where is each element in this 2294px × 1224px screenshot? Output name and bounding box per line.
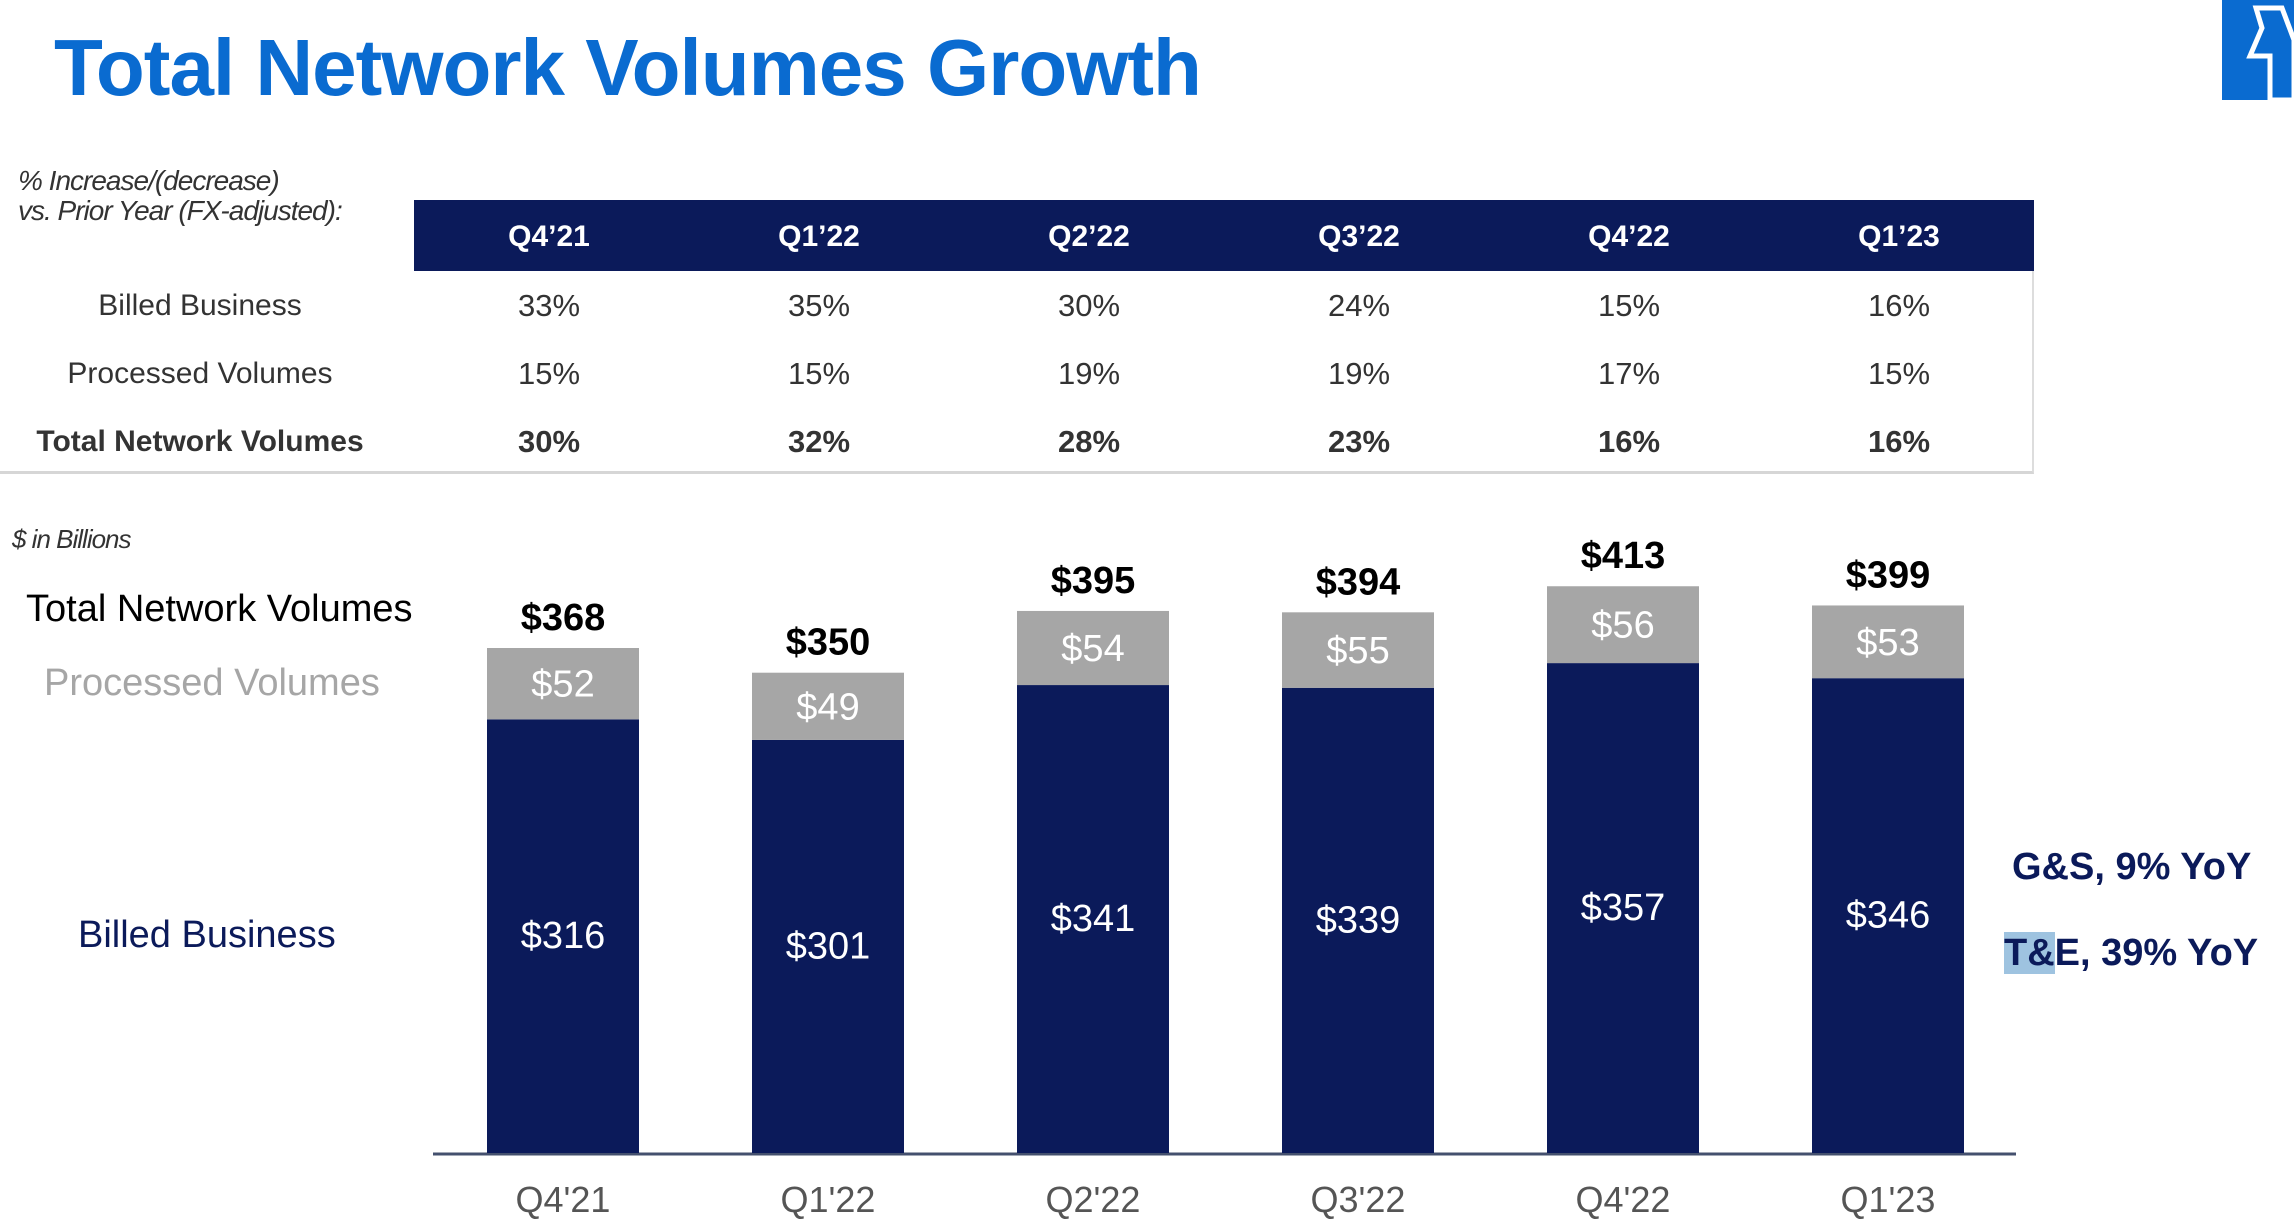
bar-processed-volumes: [752, 672, 904, 740]
x-tick-label: Q2'22: [1046, 1179, 1141, 1220]
table-cell: 33%: [517, 288, 581, 323]
table-border: [0, 271, 2034, 474]
processed-value-label: $54: [1061, 628, 1124, 670]
table-cell: 16%: [1867, 424, 1931, 459]
bar-processed-volumes: [1282, 612, 1434, 688]
bar-billed-business: [1812, 678, 1964, 1153]
bar-processed-volumes: [487, 648, 639, 720]
bar-billed-business: [1547, 663, 1699, 1153]
total-value-label: $368: [521, 597, 606, 639]
processed-value-label: $49: [796, 686, 859, 728]
annotation-te: T&E, 39% YoY: [2004, 932, 2258, 975]
table-cell: 19%: [1057, 356, 1121, 391]
bar-billed-business: [1282, 687, 1434, 1153]
column-header: Q1’22: [778, 220, 860, 253]
legend-billed: Billed Business: [78, 914, 336, 956]
billed-value-label: $301: [786, 925, 871, 967]
row-label: Processed Volumes: [67, 357, 333, 390]
table-row: Total Network Volumes 30% 32% 28% 23% 16…: [0, 408, 2034, 476]
legend-total: Total Network Volumes: [26, 588, 413, 630]
x-tick-label: Q4'21: [516, 1179, 611, 1220]
total-value-label: $413: [1581, 535, 1666, 577]
table-note-line2: vs. Prior Year (FX-adjusted):: [18, 195, 343, 226]
bar-billed-business: [487, 719, 639, 1153]
bar-billed-business: [1017, 685, 1169, 1153]
bar-processed-volumes: [1812, 605, 1964, 679]
processed-value-label: $52: [531, 664, 594, 706]
table-cell: 15%: [1867, 356, 1931, 391]
table-cell: 32%: [787, 424, 851, 459]
page-title: Total Network Volumes Growth: [54, 23, 1202, 112]
processed-value-label: $55: [1326, 630, 1389, 672]
table-cell: 16%: [1597, 424, 1661, 459]
highlighted-text: T&: [2004, 932, 2055, 974]
table-cell: 15%: [1597, 288, 1661, 323]
row-label: Billed Business: [98, 289, 302, 322]
table-cell: 15%: [517, 356, 581, 391]
x-tick-label: Q1'22: [781, 1179, 876, 1220]
table-cell: 19%: [1327, 356, 1391, 391]
table-note-line1: % Increase/(decrease): [18, 165, 280, 196]
billed-value-label: $316: [521, 915, 606, 957]
table-cell: 23%: [1327, 424, 1391, 459]
table-row: Billed Business 33% 35% 30% 24% 15% 16%: [0, 272, 2034, 340]
billed-value-label: $339: [1316, 899, 1401, 941]
processed-value-label: $53: [1856, 622, 1919, 664]
table-cell: 30%: [517, 424, 581, 459]
x-tick-label: Q1'23: [1841, 1179, 1936, 1220]
bar-billed-business: [752, 739, 904, 1153]
processed-value-label: $56: [1591, 605, 1654, 647]
column-header: Q4’21: [508, 220, 590, 253]
x-tick-label: Q3'22: [1311, 1179, 1406, 1220]
table-cell: 35%: [787, 288, 851, 323]
brand-logo: [2222, 0, 2294, 103]
column-header: Q4’22: [1588, 220, 1670, 253]
annotation-te-text: E, 39% YoY: [2054, 932, 2259, 974]
billed-value-label: $341: [1051, 898, 1136, 940]
column-header: Q2’22: [1048, 220, 1130, 253]
table-row: Processed Volumes 15% 15% 19% 19% 17% 15…: [0, 340, 2034, 408]
bar-processed-volumes: [1017, 610, 1169, 686]
column-header: Q3’22: [1318, 220, 1400, 253]
billed-value-label: $346: [1846, 895, 1931, 937]
row-label: Total Network Volumes: [36, 425, 364, 458]
table-cell: 16%: [1867, 288, 1931, 323]
total-value-label: $350: [786, 622, 871, 664]
billed-value-label: $357: [1581, 887, 1666, 929]
units-note: $ in Billions: [12, 524, 132, 554]
table-cell: 24%: [1327, 288, 1391, 323]
table-cell: 28%: [1057, 424, 1121, 459]
total-value-label: $394: [1316, 561, 1401, 603]
column-header: Q1’23: [1858, 220, 1940, 253]
table-cell: 30%: [1057, 288, 1121, 323]
table-note: % Increase/(decrease) vs. Prior Year (FX…: [18, 165, 343, 226]
total-value-label: $399: [1846, 554, 1931, 596]
table-header: Q4’21 Q1’22 Q2’22 Q3’22 Q4’22 Q1’23: [414, 200, 2034, 271]
bar-processed-volumes: [1547, 586, 1699, 664]
legend-processed: Processed Volumes: [44, 662, 380, 704]
table-cell: 15%: [787, 356, 851, 391]
annotation-gs: G&S, 9% YoY: [2012, 846, 2252, 888]
total-value-label: $395: [1051, 560, 1136, 602]
table-cell: 17%: [1597, 356, 1661, 391]
x-tick-label: Q4'22: [1576, 1179, 1671, 1220]
